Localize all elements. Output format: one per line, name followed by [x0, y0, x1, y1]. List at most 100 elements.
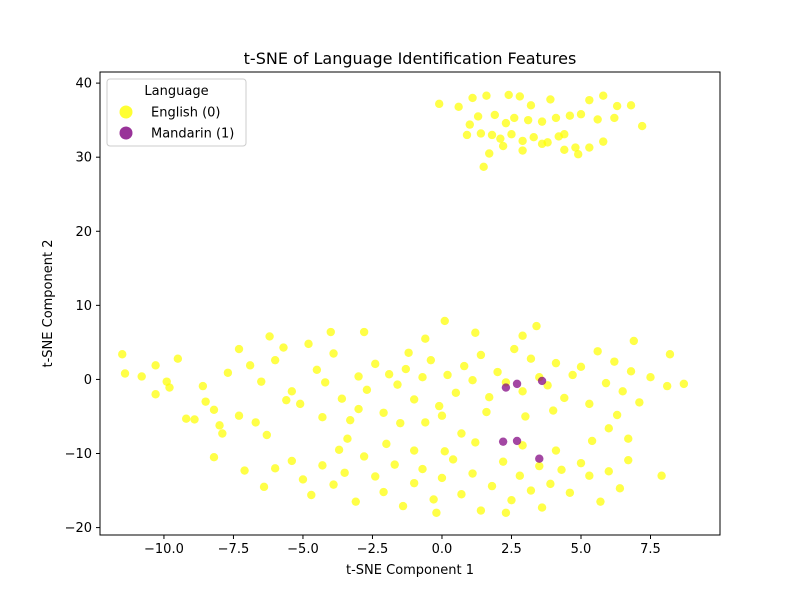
english-point: [209, 453, 219, 462]
english-point: [401, 364, 411, 374]
english-point: [354, 372, 363, 381]
y-tick-label: 30: [75, 151, 92, 166]
english-point: [546, 479, 555, 489]
english-point: [340, 468, 349, 477]
y-axis: −20 −10 0 10 20 30 40: [65, 77, 100, 536]
english-point: [257, 377, 266, 386]
english-point: [493, 367, 502, 377]
english-point: [585, 399, 594, 409]
english-point: [251, 418, 260, 427]
english-point: [515, 92, 525, 101]
english-point: [498, 457, 508, 466]
english-point: [137, 372, 146, 381]
english-point: [518, 136, 527, 146]
english-point: [151, 361, 160, 370]
x-tick-label: −2.5: [357, 542, 389, 557]
legend-marker-english: [119, 105, 133, 119]
english-point: [501, 508, 511, 517]
english-point: [409, 446, 419, 455]
english-point: [426, 355, 436, 365]
english-point: [529, 132, 538, 142]
english-point: [334, 445, 344, 455]
english-point: [215, 421, 224, 430]
english-point: [610, 357, 619, 366]
x-tick-label: −10.0: [144, 542, 184, 557]
english-point: [498, 141, 508, 151]
y-tick-label: 10: [75, 299, 92, 314]
english-point: [665, 350, 675, 359]
legend-title: Language: [144, 84, 208, 99]
english-point: [612, 101, 622, 111]
english-point: [234, 411, 244, 420]
x-tick-label: 2.5: [501, 542, 522, 557]
english-point: [437, 411, 447, 420]
english-point: [551, 358, 561, 368]
english-point: [565, 111, 575, 120]
english-point: [181, 414, 191, 423]
english-point: [351, 497, 360, 506]
english-point: [321, 378, 330, 387]
english-point: [521, 412, 530, 421]
legend: Language English (0) Mandarin (1): [106, 78, 247, 147]
english-point: [468, 375, 477, 385]
english-point: [618, 387, 627, 396]
english-point: [462, 130, 472, 140]
x-tick-label: −5.0: [287, 542, 319, 557]
english-point: [287, 387, 297, 396]
english-point: [165, 383, 174, 392]
english-point: [515, 471, 525, 480]
english-point: [379, 408, 388, 417]
english-point: [471, 438, 480, 447]
english-point: [396, 418, 405, 428]
english-point: [482, 91, 491, 100]
english-point: [270, 355, 280, 365]
english-point: [523, 115, 533, 125]
english-point: [587, 436, 597, 446]
english-point: [568, 370, 577, 380]
x-tick-label: 7.5: [640, 542, 661, 557]
english-point: [337, 394, 347, 403]
english-point: [485, 149, 494, 158]
english-point: [326, 327, 335, 337]
english-point: [421, 418, 430, 427]
legend-box: [106, 78, 247, 147]
english-point: [379, 487, 388, 497]
english-point: [507, 130, 516, 139]
english-point: [624, 434, 633, 443]
english-point: [576, 110, 586, 119]
english-point: [657, 471, 666, 480]
english-point: [201, 397, 210, 406]
english-point: [679, 379, 689, 389]
english-point: [526, 354, 536, 363]
english-point: [487, 481, 497, 491]
english-point: [151, 390, 160, 399]
english-point: [398, 501, 408, 511]
english-point: [120, 369, 130, 378]
english-point: [626, 367, 636, 376]
x-axis-label: t-SNE Component 1: [346, 563, 474, 578]
english-point: [457, 490, 466, 499]
english-point: [460, 361, 469, 371]
english-point: [565, 488, 575, 497]
english-point: [482, 407, 491, 417]
english-point: [626, 101, 636, 110]
english-point: [404, 348, 413, 357]
english-point: [270, 464, 280, 473]
english-point: [518, 146, 527, 155]
english-point: [571, 143, 580, 152]
english-point: [418, 373, 427, 382]
english-point: [409, 478, 419, 488]
english-point: [362, 385, 372, 395]
english-point: [473, 112, 483, 121]
english-point: [599, 137, 608, 146]
english-point: [487, 130, 497, 140]
english-point: [454, 102, 463, 112]
english-point: [421, 334, 430, 343]
english-point: [476, 350, 486, 360]
y-axis-label: t-SNE Component 2: [41, 240, 56, 368]
english-point: [551, 446, 561, 455]
mandarin-point: [501, 383, 511, 392]
english-point: [535, 461, 544, 471]
english-point: [409, 395, 419, 404]
english-point: [596, 497, 605, 506]
